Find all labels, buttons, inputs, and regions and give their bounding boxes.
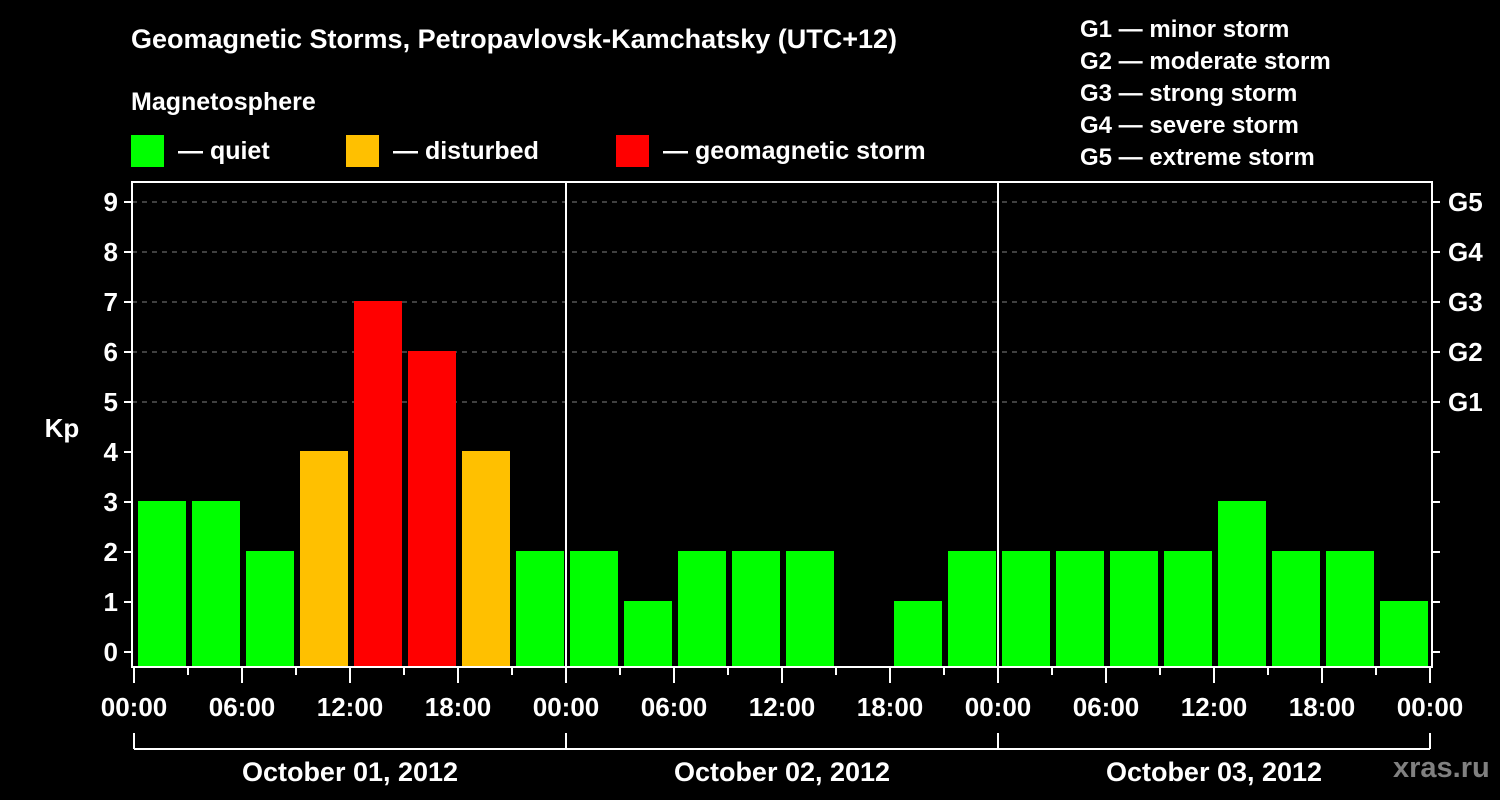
kp-bar (678, 551, 726, 667)
kp-bar (462, 451, 510, 667)
y-tick-label: 9 (104, 187, 118, 217)
kp-bar (1110, 551, 1158, 667)
x-tick-label: 06:00 (1073, 692, 1140, 722)
g-scale-item: G3 — strong storm (1080, 80, 1298, 107)
g-scale-item: G4 — severe storm (1080, 112, 1299, 139)
x-tick-label: 00:00 (101, 692, 168, 722)
x-tick-label: 12:00 (317, 692, 384, 722)
kp-bar (408, 351, 456, 667)
kp-bar (1164, 551, 1212, 667)
x-tick-label: 00:00 (533, 692, 600, 722)
y-tick-label: 5 (104, 387, 118, 417)
kp-bar (786, 551, 834, 667)
y-tick-label: 7 (104, 287, 118, 317)
watermark: xras.ru (1393, 752, 1490, 784)
legend-label-quiet: — quiet (178, 136, 270, 165)
day-label: October 03, 2012 (1106, 757, 1322, 787)
day-label: October 02, 2012 (674, 757, 890, 787)
x-tick-label: 06:00 (641, 692, 708, 722)
g-level-label: G5 (1448, 187, 1483, 217)
kp-bar (354, 301, 402, 667)
legend-item-storm: — geomagnetic storm (616, 134, 926, 168)
x-tick-label: 00:00 (1397, 692, 1464, 722)
kp-bar (732, 551, 780, 667)
x-tick-label: 12:00 (1181, 692, 1248, 722)
legend-label-storm: — geomagnetic storm (663, 136, 926, 165)
kp-bar (1002, 551, 1050, 667)
kp-bar (138, 501, 186, 667)
kp-bar (894, 601, 942, 667)
kp-bar (570, 551, 618, 667)
y-tick-label: 6 (104, 337, 118, 367)
kp-bar (300, 451, 348, 667)
legend-item-quiet: — quiet (131, 134, 270, 168)
kp-bar (624, 601, 672, 667)
x-tick-label: 18:00 (425, 692, 492, 722)
g-scale-item: G1 — minor storm (1080, 16, 1290, 43)
kp-bar (948, 551, 996, 667)
kp-bar (1056, 551, 1104, 667)
legend-swatch-disturbed (346, 135, 379, 167)
g-scale-item: G5 — extreme storm (1080, 144, 1315, 171)
y-tick-label: 1 (104, 587, 118, 617)
legend-item-disturbed: — disturbed (346, 134, 539, 168)
kp-bar (516, 551, 564, 667)
x-tick-label: 12:00 (749, 692, 816, 722)
g-level-label: G4 (1448, 237, 1483, 267)
kp-bar (246, 551, 294, 667)
g-level-label: G3 (1448, 287, 1483, 317)
g-level-label: G1 (1448, 387, 1483, 417)
kp-bar (1380, 601, 1428, 667)
legend-label-disturbed: — disturbed (393, 136, 539, 165)
g-scale-legend: G1 — minor storm G2 — moderate storm G3 … (1080, 14, 1331, 174)
x-tick-label: 00:00 (965, 692, 1032, 722)
g-level-label: G2 (1448, 337, 1483, 367)
legend-swatch-quiet (131, 135, 164, 167)
y-tick-label: 4 (104, 437, 119, 467)
legend-title: Magnetosphere (131, 88, 316, 116)
kp-bar (1218, 501, 1266, 667)
y-tick-label: 3 (104, 487, 118, 517)
y-tick-label: 0 (104, 637, 118, 667)
y-axis-label: Kp (45, 413, 80, 443)
x-tick-label: 06:00 (209, 692, 276, 722)
x-tick-label: 18:00 (1289, 692, 1356, 722)
legend-swatch-storm (616, 135, 649, 167)
kp-bar (1272, 551, 1320, 667)
g-scale-item: G2 — moderate storm (1080, 48, 1331, 75)
chart-title: Geomagnetic Storms, Petropavlovsk-Kamcha… (131, 24, 898, 54)
day-label: October 01, 2012 (242, 757, 458, 787)
y-tick-label: 2 (104, 537, 118, 567)
y-tick-label: 8 (104, 237, 118, 267)
x-tick-label: 18:00 (857, 692, 924, 722)
kp-bar (1326, 551, 1374, 667)
kp-bar (192, 501, 240, 667)
